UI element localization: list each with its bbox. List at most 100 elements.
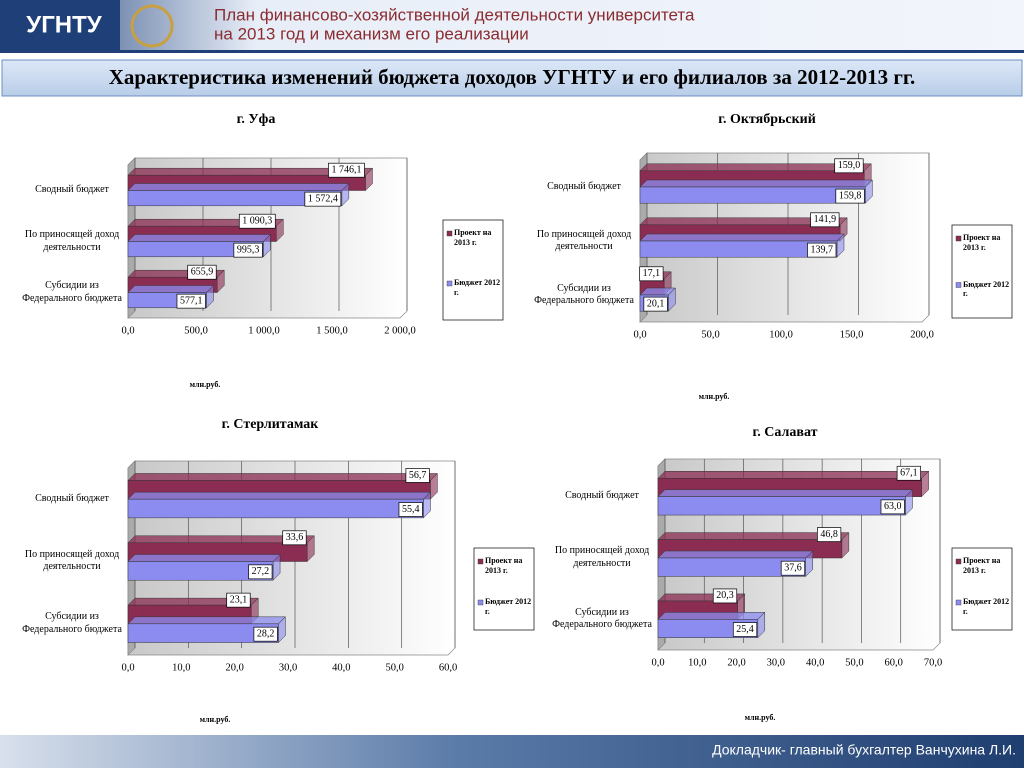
bar — [127, 623, 279, 643]
legend-text-box: Проект на 2013 г. — [963, 556, 1001, 575]
value-label: 67,1 — [900, 468, 918, 479]
category-label: По приносящей доход деятельности — [554, 545, 650, 569]
value-label: 37,6 — [784, 562, 802, 573]
x-tick-label: 1 500,0 — [316, 325, 348, 336]
bar — [657, 557, 806, 577]
value-label-box — [834, 158, 864, 174]
bar-top — [639, 233, 845, 242]
bar-top — [657, 612, 766, 620]
legend-text-box: Бюджет 2012 г. — [454, 278, 501, 297]
category-label: Сводный бюджет — [35, 184, 109, 196]
value-label: 25,4 — [736, 624, 754, 635]
category-label-box: По приносящей доход деятельности — [537, 229, 631, 253]
value-label: 23,1 — [230, 594, 248, 605]
bar-top — [657, 489, 914, 497]
x-axis-label: млн.руб. — [699, 392, 730, 401]
legend-label: Проект на 2013 г. — [454, 228, 492, 247]
legend-text-box: Бюджет 2012 г. — [485, 597, 531, 616]
x-tick-label: 70,0 — [924, 657, 942, 668]
value-label: 27,2 — [252, 566, 270, 577]
x-tick-label: 60,0 — [885, 657, 903, 668]
chart: г. Стерлитамак 0,0 10,0 20,0 30,0 40,0 50,0 60,… — [22, 417, 535, 724]
x-tick-label: 50,0 — [701, 329, 719, 340]
value-label-box — [233, 242, 263, 258]
bar-top — [127, 554, 281, 562]
value-label-box — [248, 564, 273, 580]
chart: г. Уфа 0,0 500,0 1 000,0 1 500,0 2 000,0 млн.р… — [22, 112, 504, 389]
value-label: 17,1 — [643, 268, 661, 279]
legend-swatch — [477, 599, 484, 606]
category-label: Сводный бюджет — [565, 490, 639, 502]
value-label: 141,9 — [814, 214, 837, 225]
x-tick-label: 0,0 — [651, 657, 664, 668]
legend-text-box: Проект на 2013 г. — [454, 228, 492, 247]
bar-top — [657, 550, 814, 559]
legend-label: Бюджет 2012 г. — [963, 279, 1010, 299]
value-label: 995,3 — [237, 244, 260, 255]
value-label-box — [398, 502, 423, 517]
category-label-box: По приносящей доход деятельности — [25, 229, 119, 253]
value-label: 46,8 — [820, 529, 838, 540]
chart-title: г. Уфа — [237, 112, 276, 127]
header-title: на 2013 год и механизм его реализации — [214, 24, 529, 43]
legend-swatch — [955, 599, 962, 606]
bar-top — [127, 473, 439, 481]
bar — [657, 496, 906, 516]
value-label-box — [328, 162, 365, 178]
value-label-box — [712, 588, 738, 604]
legend-label: Проект на 2013 г. — [485, 556, 523, 575]
x-tick-label: 50,0 — [385, 662, 403, 673]
legend-swatch — [446, 280, 453, 287]
legend-label: Бюджет 2012 г. — [454, 278, 501, 297]
value-label-box — [226, 592, 251, 608]
value-label-box — [780, 560, 806, 576]
x-tick-label: 150,0 — [840, 329, 864, 340]
value-label-box — [176, 293, 206, 309]
value-label: 55,4 — [402, 504, 420, 515]
chart-title: г. Салават — [753, 425, 818, 440]
chart: г. Октябрьский 0,0 50,0 100,0 150,0 200,0 млн.… — [534, 112, 1013, 401]
value-label: 20,1 — [647, 298, 665, 309]
x-tick-label: 1 000,0 — [248, 325, 280, 336]
value-label: 1 746,1 — [331, 164, 361, 175]
x-tick-label: 0,0 — [633, 329, 646, 340]
legend-text-box: Бюджет 2012 г. — [963, 279, 1010, 299]
legend-box — [473, 547, 535, 631]
legend-label: Проект на 2013 г. — [963, 556, 1001, 575]
value-label-box — [253, 626, 278, 642]
value-label-box — [732, 622, 758, 637]
bar-top — [127, 234, 271, 242]
legend-box — [951, 224, 1013, 319]
bar-top — [127, 491, 432, 500]
value-label-box — [639, 266, 664, 282]
category-label: Субсидии из Федерального бюджета — [534, 282, 634, 307]
value-label: 33,6 — [286, 532, 304, 543]
header-title: План финансово-хозяйственной деятельност… — [214, 5, 695, 24]
x-axis-label: млн.руб. — [190, 380, 221, 389]
legend-swatch — [955, 558, 962, 565]
category-label-box: Субсидии из Федерального бюджета — [22, 611, 122, 635]
value-label-box — [187, 264, 217, 280]
legend-swatch — [446, 230, 453, 237]
x-tick-label: 200,0 — [910, 329, 934, 340]
value-label: 56,7 — [409, 470, 427, 481]
category-label-box: Субсидии из Федерального бюджета — [22, 280, 122, 304]
value-label: 1 572,4 — [308, 193, 338, 204]
chart: г. Салават 0,0 10,0 20,0 30,0 40,0 50,0 60,0 70,… — [552, 425, 1013, 722]
category-label: Сводный бюджет — [547, 180, 621, 192]
value-label-box — [238, 213, 276, 229]
bar-top — [127, 285, 215, 293]
x-tick-label: 30,0 — [767, 657, 785, 668]
x-tick-label: 0,0 — [121, 662, 134, 673]
value-label-box — [807, 242, 837, 258]
legend-text-box: Бюджет 2012 г. — [963, 597, 1009, 616]
value-label: 20,3 — [716, 590, 734, 601]
x-tick-label: 10,0 — [688, 657, 706, 668]
category-label: Субсидии из Федерального бюджета — [22, 280, 122, 304]
value-label-box — [643, 296, 668, 312]
category-label-box: Субсидии из Федерального бюджета — [534, 282, 634, 307]
value-label: 63,0 — [884, 501, 902, 512]
x-tick-label: 100,0 — [769, 329, 793, 340]
logo-bg — [0, 0, 120, 52]
